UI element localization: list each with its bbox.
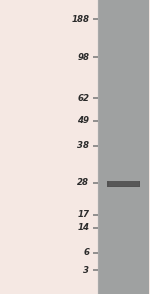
Bar	[98, 196, 149, 206]
Bar	[98, 78, 149, 88]
Bar	[98, 29, 149, 39]
Bar	[98, 88, 149, 98]
Bar	[109, 181, 139, 186]
Text: 17: 17	[77, 210, 89, 219]
Bar	[98, 10, 149, 20]
Bar	[107, 181, 140, 187]
Bar	[98, 147, 149, 157]
Bar	[98, 98, 149, 108]
Text: 38: 38	[77, 141, 89, 150]
Bar	[98, 284, 149, 294]
Text: 188: 188	[71, 15, 89, 24]
Bar	[98, 225, 149, 235]
Bar	[98, 49, 149, 59]
Bar	[98, 127, 149, 137]
Bar	[98, 137, 149, 147]
Text: 28: 28	[77, 178, 89, 187]
Bar	[98, 118, 149, 127]
Bar	[98, 186, 149, 196]
Bar	[98, 235, 149, 245]
Bar	[98, 216, 149, 225]
Bar	[98, 265, 149, 274]
Text: 3: 3	[83, 266, 89, 275]
Bar	[98, 0, 149, 294]
Bar	[98, 206, 149, 216]
Bar	[98, 157, 149, 167]
Bar	[98, 167, 149, 176]
Text: 14: 14	[77, 223, 89, 232]
Bar	[98, 39, 149, 49]
Text: 62: 62	[77, 94, 89, 103]
Bar	[98, 69, 149, 78]
Text: 49: 49	[77, 116, 89, 125]
Bar	[98, 176, 149, 186]
Bar	[98, 245, 149, 255]
Bar	[98, 108, 149, 118]
Bar	[98, 59, 149, 69]
Text: 6: 6	[83, 248, 89, 257]
Bar	[98, 0, 149, 10]
Bar	[98, 20, 149, 29]
Bar	[98, 255, 149, 265]
Bar	[98, 274, 149, 284]
Text: 98: 98	[77, 53, 89, 62]
